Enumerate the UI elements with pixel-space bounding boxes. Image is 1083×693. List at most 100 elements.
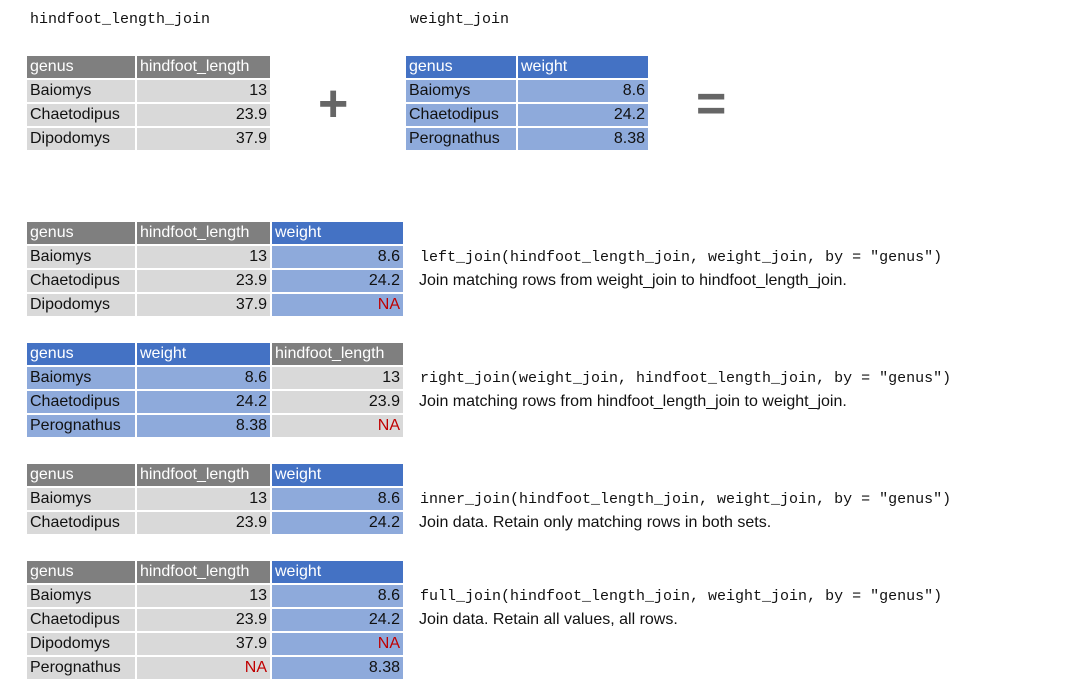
right-join-description: Join matching rows from hindfoot_length_… [419, 393, 847, 410]
column-header: hindfoot_length [137, 464, 270, 486]
genus-cell: Perognathus [27, 657, 135, 679]
hindfoot-input-table: genus hindfoot_length Baiomys 13 Chaetodipus… [27, 56, 270, 150]
genus-cell: Chaetodipus [27, 270, 135, 292]
table-header-row: genus hindfoot_length weight [27, 222, 403, 244]
value-cell: NA [272, 294, 403, 316]
genus-cell: Baiomys [406, 80, 516, 102]
full-join-code: full_join(hindfoot_length_join, weight_j… [420, 588, 943, 605]
value-cell: 24.2 [137, 391, 270, 413]
value-cell: 8.6 [518, 80, 648, 102]
right-join-code: right_join(weight_join, hindfoot_length_… [420, 370, 952, 387]
table-row: Dipodomys 37.9 [27, 128, 270, 150]
value-cell: 24.2 [272, 609, 403, 631]
value-cell: 13 [137, 488, 270, 510]
genus-cell: Chaetodipus [27, 512, 135, 534]
inner-join-code: inner_join(hindfoot_length_join, weight_… [420, 491, 952, 508]
genus-cell: Dipodomys [27, 128, 135, 150]
value-cell: 13 [272, 367, 403, 389]
genus-cell: Dipodomys [27, 294, 135, 316]
plus-symbol: + [318, 75, 349, 133]
genus-cell: Perognathus [27, 415, 135, 437]
table-row: Baiomys 13 8.6 [27, 585, 403, 607]
column-header: weight [272, 561, 403, 583]
column-header: genus [27, 222, 135, 244]
column-header: genus [27, 464, 135, 486]
column-header: hindfoot_length [137, 56, 270, 78]
column-header: weight [137, 343, 270, 365]
column-header: genus [406, 56, 516, 78]
column-header: hindfoot_length [137, 561, 270, 583]
value-cell: 37.9 [137, 633, 270, 655]
table-header-row: genus hindfoot_length weight [27, 561, 403, 583]
column-header: hindfoot_length [272, 343, 403, 365]
value-cell: NA [272, 633, 403, 655]
value-cell: 8.6 [137, 367, 270, 389]
genus-cell: Baiomys [27, 367, 135, 389]
value-cell: 23.9 [137, 270, 270, 292]
full-join-result-table: genus hindfoot_length weight Baiomys 13 8.6 Ch… [27, 561, 403, 679]
table-row: Baiomys 13 8.6 [27, 488, 403, 510]
table-row: Perognathus 8.38 [406, 128, 648, 150]
value-cell: 37.9 [137, 128, 270, 150]
value-cell: 23.9 [137, 104, 270, 126]
table-row: Chaetodipus 23.9 24.2 [27, 512, 403, 534]
inner-join-result-table: genus hindfoot_length weight Baiomys 13 8.6 Ch… [27, 464, 403, 534]
column-header: genus [27, 561, 135, 583]
table-row: Dipodomys 37.9 NA [27, 633, 403, 655]
table-row: Chaetodipus 24.2 23.9 [27, 391, 403, 413]
table-row: Perognathus NA 8.38 [27, 657, 403, 679]
genus-cell: Chaetodipus [406, 104, 516, 126]
genus-cell: Chaetodipus [27, 609, 135, 631]
value-cell: 13 [137, 246, 270, 268]
value-cell: 8.38 [272, 657, 403, 679]
value-cell: 8.38 [137, 415, 270, 437]
value-cell: 24.2 [518, 104, 648, 126]
genus-cell: Chaetodipus [27, 391, 135, 413]
weight-input-table: genus weight Baiomys 8.6 Chaetodipus 24.2 Pero… [406, 56, 648, 150]
value-cell: 8.38 [518, 128, 648, 150]
value-cell: 8.6 [272, 488, 403, 510]
genus-cell: Dipodomys [27, 633, 135, 655]
table-header-row: genus hindfoot_length [27, 56, 270, 78]
genus-cell: Baiomys [27, 80, 135, 102]
genus-cell: Baiomys [27, 488, 135, 510]
value-cell: 8.6 [272, 585, 403, 607]
value-cell: 24.2 [272, 270, 403, 292]
table-row: Chaetodipus 24.2 [406, 104, 648, 126]
column-header: weight [272, 222, 403, 244]
genus-cell: Perognathus [406, 128, 516, 150]
table-row: Baiomys 8.6 [406, 80, 648, 102]
full-join-description: Join data. Retain all values, all rows. [419, 611, 678, 628]
left-join-code: left_join(hindfoot_length_join, weight_j… [420, 249, 943, 266]
column-header: genus [27, 343, 135, 365]
right-join-result-table: genus weight hindfoot_length Baiomys 8.6 13 Ch… [27, 343, 403, 437]
column-header: hindfoot_length [137, 222, 270, 244]
genus-cell: Baiomys [27, 585, 135, 607]
genus-cell: Chaetodipus [27, 104, 135, 126]
column-header: weight [272, 464, 403, 486]
table-header-row: genus weight hindfoot_length [27, 343, 403, 365]
value-cell: 8.6 [272, 246, 403, 268]
table-row: Baiomys 13 [27, 80, 270, 102]
weight-table-title: weight_join [410, 11, 510, 28]
value-cell: NA [272, 415, 403, 437]
left-join-result-table: genus hindfoot_length weight Baiomys 13 8.6 Ch… [27, 222, 403, 316]
value-cell: 23.9 [137, 609, 270, 631]
table-row: Chaetodipus 23.9 [27, 104, 270, 126]
value-cell: 13 [137, 80, 270, 102]
table-row: Dipodomys 37.9 NA [27, 294, 403, 316]
value-cell: 13 [137, 585, 270, 607]
value-cell: NA [137, 657, 270, 679]
table-header-row: genus hindfoot_length weight [27, 464, 403, 486]
value-cell: 24.2 [272, 512, 403, 534]
value-cell: 37.9 [137, 294, 270, 316]
inner-join-description: Join data. Retain only matching rows in … [419, 514, 772, 531]
equals-symbol: = [696, 75, 727, 133]
value-cell: 23.9 [272, 391, 403, 413]
table-row: Baiomys 13 8.6 [27, 246, 403, 268]
table-row: Chaetodipus 23.9 24.2 [27, 270, 403, 292]
column-header: weight [518, 56, 648, 78]
hindfoot-table-title: hindfoot_length_join [30, 11, 211, 28]
value-cell: 23.9 [137, 512, 270, 534]
table-row: Chaetodipus 23.9 24.2 [27, 609, 403, 631]
